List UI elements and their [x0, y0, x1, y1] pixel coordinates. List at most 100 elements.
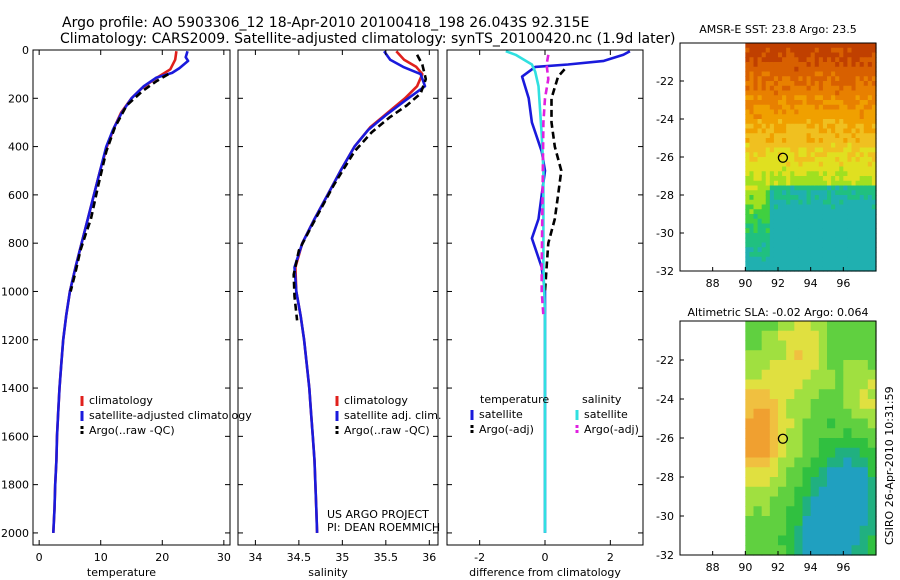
sst_map-cell: [810, 171, 816, 177]
sst_map-cell: [745, 123, 751, 130]
sla_map-cell: [778, 330, 787, 342]
sst_map-cell: [822, 157, 828, 163]
sst_map-cell: [814, 185, 820, 191]
sst_map-cell: [851, 161, 857, 168]
sla_map-cell: [859, 330, 869, 342]
sst_map-cell: [778, 133, 783, 139]
sst_map-cell: [831, 195, 836, 201]
sst_map-cell: [802, 57, 808, 63]
sla_map-cell: [802, 438, 812, 449]
sst_map-cell: [818, 114, 824, 120]
sla_map-cell: [802, 408, 812, 420]
sla_map-cell: [761, 340, 771, 351]
sst_map-cell: [798, 62, 804, 68]
sst_map-cell: [835, 147, 840, 153]
sla_map-cell: [769, 477, 779, 488]
sst_map-cell: [745, 218, 751, 225]
sst_map-cell: [765, 81, 771, 87]
sst_map-cell: [822, 104, 828, 111]
sst_map-cell: [822, 261, 828, 267]
sst_map-cell: [855, 76, 861, 82]
sst_map-cell: [798, 256, 804, 263]
temperature-xtick-label: 10: [94, 551, 108, 564]
sst_map-cell: [810, 43, 816, 49]
sst_map-cell: [835, 109, 840, 115]
sst_map-cell: [778, 266, 783, 272]
sla_map-cell: [835, 486, 844, 498]
sla_map-cell: [802, 525, 812, 537]
sst_map-cell: [782, 85, 787, 92]
sst_map-cell: [871, 81, 877, 87]
sst_map-cell: [859, 62, 865, 68]
sst_map-cell: [859, 43, 865, 49]
sst_map-cell: [851, 176, 857, 182]
sst_map-cell: [843, 128, 849, 134]
sla_map-cell: [843, 535, 853, 546]
sla_map-cell: [786, 496, 795, 507]
sla_map-cell: [761, 467, 771, 478]
sst_map-cell: [831, 47, 836, 54]
sst_map-cell: [790, 57, 795, 63]
sst_map-cell: [839, 161, 844, 168]
sst_map-cell: [871, 109, 877, 115]
sst_map-cell: [769, 119, 775, 125]
sst_map-cell: [835, 123, 840, 130]
sst_map-cell: [749, 228, 755, 234]
sst_map-cell: [835, 57, 840, 63]
sst_map-cell: [769, 43, 775, 49]
sst_map-cell: [745, 138, 751, 144]
sst_map-cell: [855, 119, 861, 125]
sst_map-cell: [786, 166, 791, 172]
sla_map-cell: [835, 467, 844, 478]
sla_map-cell: [753, 447, 763, 459]
sst_map-cell: [814, 157, 820, 163]
sst_map-cell: [802, 138, 808, 144]
sst_map-cell: [818, 76, 824, 82]
sst_map-cell: [761, 204, 767, 210]
temperature-ytick-label: 200: [8, 92, 29, 105]
sst_map-cell: [745, 233, 751, 239]
sst_map-cell: [798, 95, 804, 101]
sst_map-cell: [867, 81, 873, 87]
sst_map-cell: [745, 176, 751, 182]
sst_map-cell: [859, 247, 865, 253]
sst_map-cell: [773, 85, 779, 92]
sst_map-cell: [851, 256, 857, 263]
sst_map-cell: [798, 266, 804, 272]
sla_map-cell: [786, 428, 795, 439]
sst_map-cell: [814, 90, 820, 96]
sst_map-cell: [794, 209, 800, 215]
sst_map-cell: [814, 147, 820, 153]
sst_map-cell: [835, 176, 840, 182]
sla_map-cell: [794, 369, 804, 381]
sla_map-cell: [769, 360, 779, 371]
sst_map-cell: [827, 57, 832, 63]
sst_map-cell: [753, 47, 759, 54]
sst_map-cell: [831, 214, 836, 220]
sst_map-cell: [806, 43, 812, 49]
sst_map-cell: [753, 185, 759, 191]
sla_map-cell: [753, 496, 763, 507]
sst_map-cell: [782, 185, 787, 191]
sst_map-cell: [773, 223, 779, 229]
sst_map-cell: [818, 242, 824, 248]
sst_map-cell: [863, 266, 869, 272]
sst_map-cell: [782, 161, 787, 168]
sst_map-cell: [761, 228, 767, 234]
sst_map-cell: [765, 142, 771, 149]
sst_map-cell: [855, 242, 861, 248]
sst_map-cell: [835, 247, 840, 253]
sst_map-cell: [773, 190, 779, 196]
sst_map-cell: [818, 256, 824, 263]
sst_map-cell: [835, 256, 840, 263]
sst_map-cell: [798, 152, 804, 158]
sst_map-cell: [839, 242, 844, 248]
sst_map-cell: [749, 176, 755, 182]
sst_map-cell: [831, 57, 836, 63]
project-note-line2: PI: DEAN ROEMMICH: [327, 521, 440, 534]
sst_map-cell: [810, 47, 816, 54]
sst_map-cell: [790, 218, 795, 225]
sst_map-cell: [786, 209, 791, 215]
sst_map-cell: [757, 252, 763, 258]
sst_map-cell: [753, 133, 759, 139]
